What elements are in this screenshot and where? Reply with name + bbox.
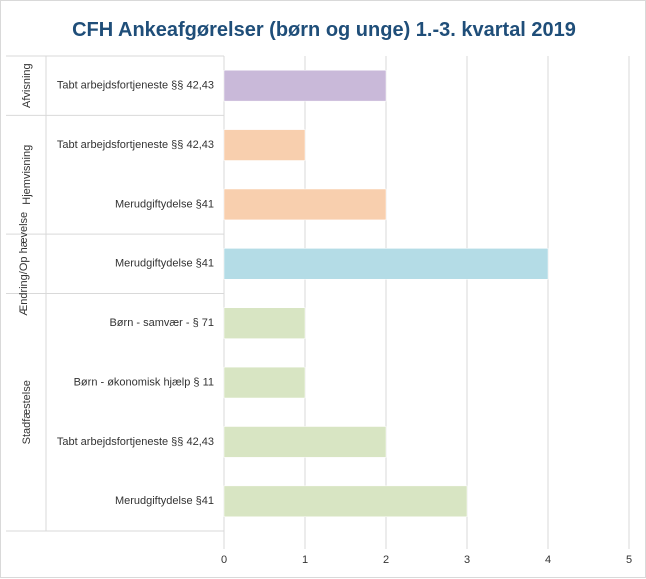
category-label: Tabt arbejdsfortjeneste §§ 42,43: [57, 80, 214, 92]
bar: [223, 485, 468, 517]
category-label: Merudgiftydelse §41: [115, 495, 214, 507]
x-tick-label: 5: [626, 554, 632, 566]
category-label: Børn - samvær - § 71: [109, 317, 214, 329]
bar: [223, 307, 306, 339]
group-label: Ændring/Op hævelse: [18, 212, 30, 316]
group-label: Hjemvisning: [21, 145, 33, 205]
group-label: Afvisning: [21, 63, 33, 108]
category-label: Tabt arbejdsfortjeneste §§ 42,43: [57, 139, 214, 151]
category-label: Merudgiftydelse §41: [115, 198, 214, 210]
chart-title: CFH Ankeafgørelser (børn og unge) 1.-3. …: [72, 19, 576, 41]
bar: [223, 70, 387, 102]
category-label: Merudgiftydelse §41: [115, 258, 214, 270]
bar: [223, 426, 387, 458]
x-tick-label: 1: [302, 554, 308, 566]
x-tick-label: 4: [545, 554, 551, 566]
bar: [223, 129, 306, 161]
group-label: Stadfæstelse: [21, 380, 33, 444]
bar: [223, 248, 549, 280]
bar: [223, 366, 306, 399]
category-label: Tabt arbejdsfortjeneste §§ 42,43: [57, 436, 214, 448]
x-tick-label: 2: [383, 554, 389, 566]
bar: [223, 188, 387, 221]
x-tick-label: 0: [221, 554, 227, 566]
x-tick-label: 3: [464, 554, 470, 566]
category-label: Børn - økonomisk hjælp § 11: [74, 376, 214, 388]
